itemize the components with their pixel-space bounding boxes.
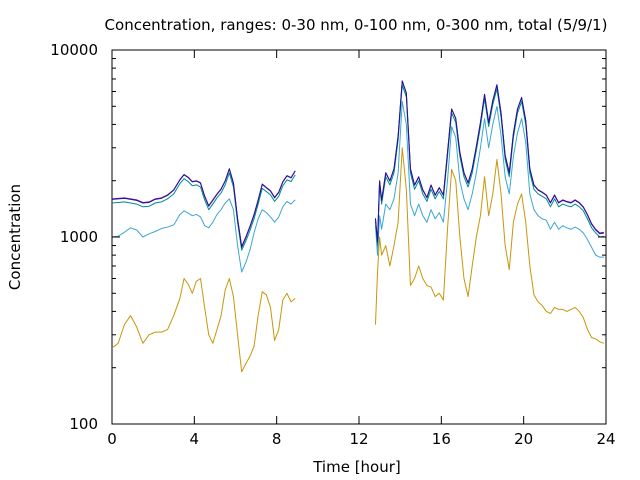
series-3-line-segment-2: [374, 84, 605, 247]
series-1-line-segment-2: [374, 147, 605, 344]
x-tick-label: 8: [272, 430, 282, 448]
y-tick-label: 100: [69, 415, 98, 433]
series-5-line-segment-2: [374, 80, 605, 243]
series-1-line-segment-1: [111, 277, 296, 373]
x-tick-label: 24: [596, 430, 615, 448]
x-tick-label: 20: [514, 430, 533, 448]
tick-layer: 0 4 8 12 16 20 24 100 1000 10000: [50, 41, 615, 448]
x-tick-label: 16: [432, 430, 451, 448]
y-axis-label: Concentration: [6, 184, 24, 290]
y-tick-label: 1000: [60, 228, 98, 246]
x-tick-label: 0: [107, 430, 117, 448]
x-tick-label: 12: [349, 430, 368, 448]
chart-title: Concentration, ranges: 0-30 nm, 0-100 nm…: [105, 16, 608, 34]
y-tick-label: 10000: [50, 41, 98, 59]
series-2-line-segment-1: [111, 198, 296, 273]
series-4-line-segment-1: [111, 168, 296, 247]
series-2-line-segment-2: [374, 101, 604, 258]
x-tick-label: 4: [190, 430, 200, 448]
plot-frame: [111, 49, 607, 425]
series-3-line-segment-1: [111, 172, 296, 251]
series-5-line-segment-1: [111, 168, 296, 248]
x-axis-label: Time [hour]: [312, 458, 401, 476]
series-layer: [111, 80, 605, 373]
